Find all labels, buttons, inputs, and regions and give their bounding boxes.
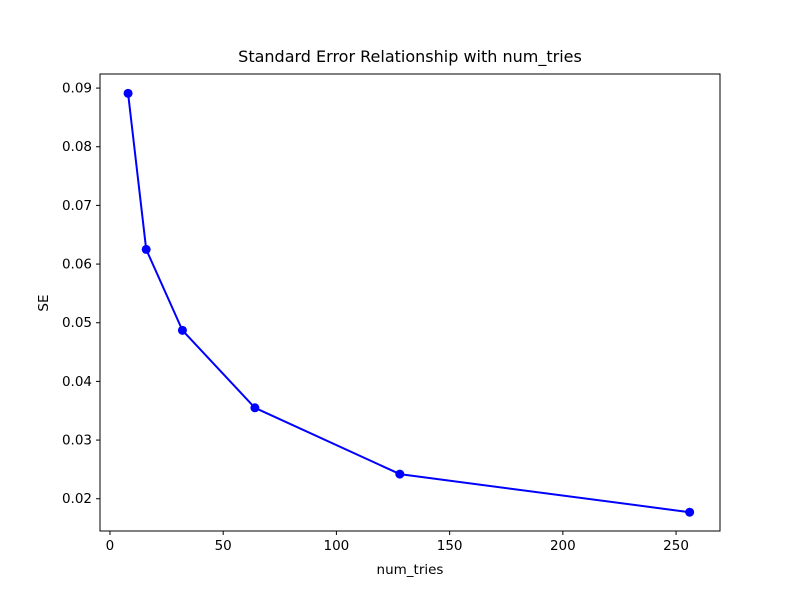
y-tick-label: 0.02 bbox=[62, 491, 92, 507]
plot-border bbox=[99, 73, 721, 532]
y-tick-label: 0.06 bbox=[62, 257, 92, 273]
x-tick-label: 50 bbox=[215, 538, 232, 554]
y-tick-label: 0.05 bbox=[62, 315, 92, 331]
y-tick-label: 0.04 bbox=[62, 374, 92, 390]
y-axis-label: SE bbox=[36, 294, 52, 311]
data-point-marker bbox=[177, 325, 187, 335]
chart-title: Standard Error Relationship with num_tri… bbox=[238, 47, 582, 67]
x-tick-label: 0 bbox=[106, 538, 115, 554]
y-tick-label: 0.03 bbox=[62, 433, 92, 449]
series-line bbox=[127, 92, 691, 514]
data-point-marker bbox=[395, 469, 405, 479]
x-tick-label: 250 bbox=[663, 538, 689, 554]
data-series bbox=[123, 88, 695, 517]
x-axis-ticks: 0 50 100 150 200 250 bbox=[106, 531, 689, 554]
x-tick-label: 150 bbox=[437, 538, 463, 554]
x-tick-label: 100 bbox=[324, 538, 350, 554]
y-tick-label: 0.08 bbox=[62, 139, 92, 155]
y-tick-label: 0.07 bbox=[62, 198, 92, 214]
x-tick-label: 200 bbox=[550, 538, 576, 554]
y-axis-ticks: 0.02 0.03 0.04 0.05 0.06 0.07 0.08 0.09 bbox=[62, 81, 100, 507]
y-tick-label: 0.09 bbox=[62, 81, 92, 97]
data-point-marker bbox=[250, 403, 260, 413]
data-point-marker bbox=[685, 507, 695, 517]
data-point-marker bbox=[123, 88, 133, 98]
data-point-marker bbox=[141, 244, 151, 254]
x-axis-label: num_tries bbox=[377, 562, 444, 578]
